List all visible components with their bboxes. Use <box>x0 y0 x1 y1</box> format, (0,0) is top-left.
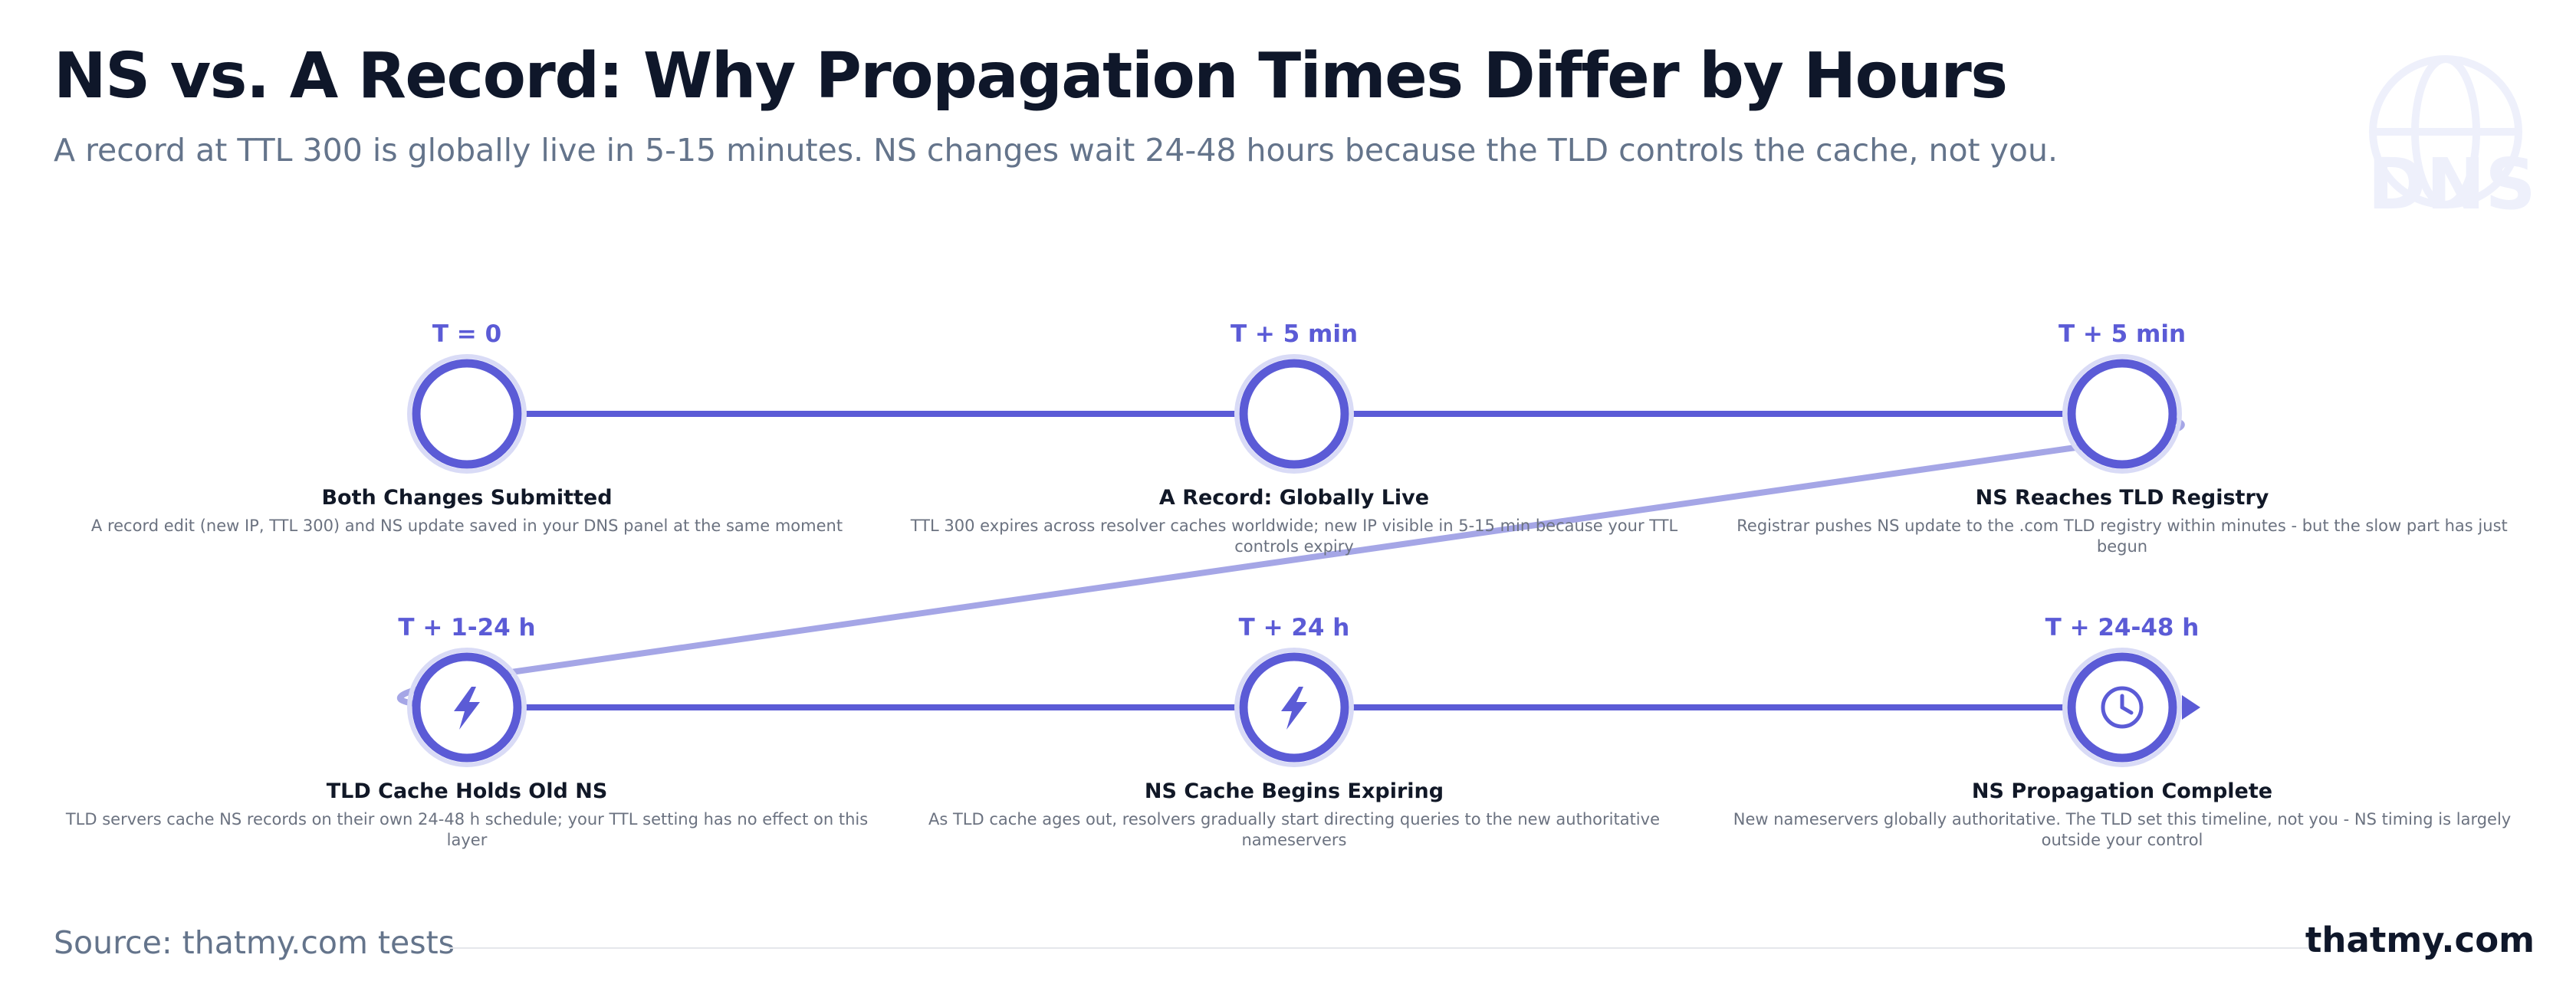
page-title: NS vs. A Record: Why Propagation Times D… <box>54 40 2008 113</box>
stage-time-3: T + 5 min <box>2058 320 2187 348</box>
clock-icon <box>2101 686 2144 729</box>
lightning-icon <box>1281 687 1307 730</box>
stage-node-1 <box>412 359 522 469</box>
stage-desc-1: A record edit (new IP, TTL 300) and NS u… <box>90 517 843 535</box>
stage-title-6: NS Propagation Complete <box>1971 779 2273 803</box>
stage-time-6: T + 24-48 h <box>2045 614 2200 641</box>
stage-desc-4: TLD servers cache NS records on their ow… <box>65 810 869 849</box>
stage-title-3: NS Reaches TLD Registry <box>1975 486 2269 510</box>
stage-desc-5: As TLD cache ages out, resolvers gradual… <box>928 810 1660 849</box>
watermark-label: DNS <box>2367 143 2536 224</box>
stage-node-2 <box>1239 359 1349 469</box>
stage-time-2: T + 5 min <box>1230 320 1359 348</box>
stage-desc-2: TTL 300 expires across resolver caches w… <box>910 517 1678 556</box>
stage-title-1: Both Changes Submitted <box>321 486 613 510</box>
source-note: Source: thatmy.com tests <box>54 924 455 961</box>
footer-divider <box>449 947 2312 949</box>
stage-node-3 <box>2067 359 2177 469</box>
globe-icon: DNS <box>2367 55 2536 224</box>
stage-title-5: NS Cache Begins Expiring <box>1144 779 1444 803</box>
stage-time-1: T = 0 <box>432 320 502 348</box>
brand-logo: thatmy.com <box>2305 920 2535 960</box>
lightning-icon <box>454 687 480 730</box>
timeline-arrow <box>2182 695 2200 720</box>
stage-title-4: TLD Cache Holds Old NS <box>326 779 608 803</box>
stage-desc-3: Registrar pushes NS update to the .com T… <box>1737 517 2508 556</box>
stage-title-2: A Record: Globally Live <box>1158 486 1430 510</box>
page-subtitle: A record at TTL 300 is globally live in … <box>54 132 2058 169</box>
stage-time-5: T + 24 h <box>1238 614 1350 641</box>
stage-time-4: T + 1-24 h <box>398 614 536 641</box>
stage-desc-6: New nameservers globally authoritative. … <box>1733 810 2512 849</box>
